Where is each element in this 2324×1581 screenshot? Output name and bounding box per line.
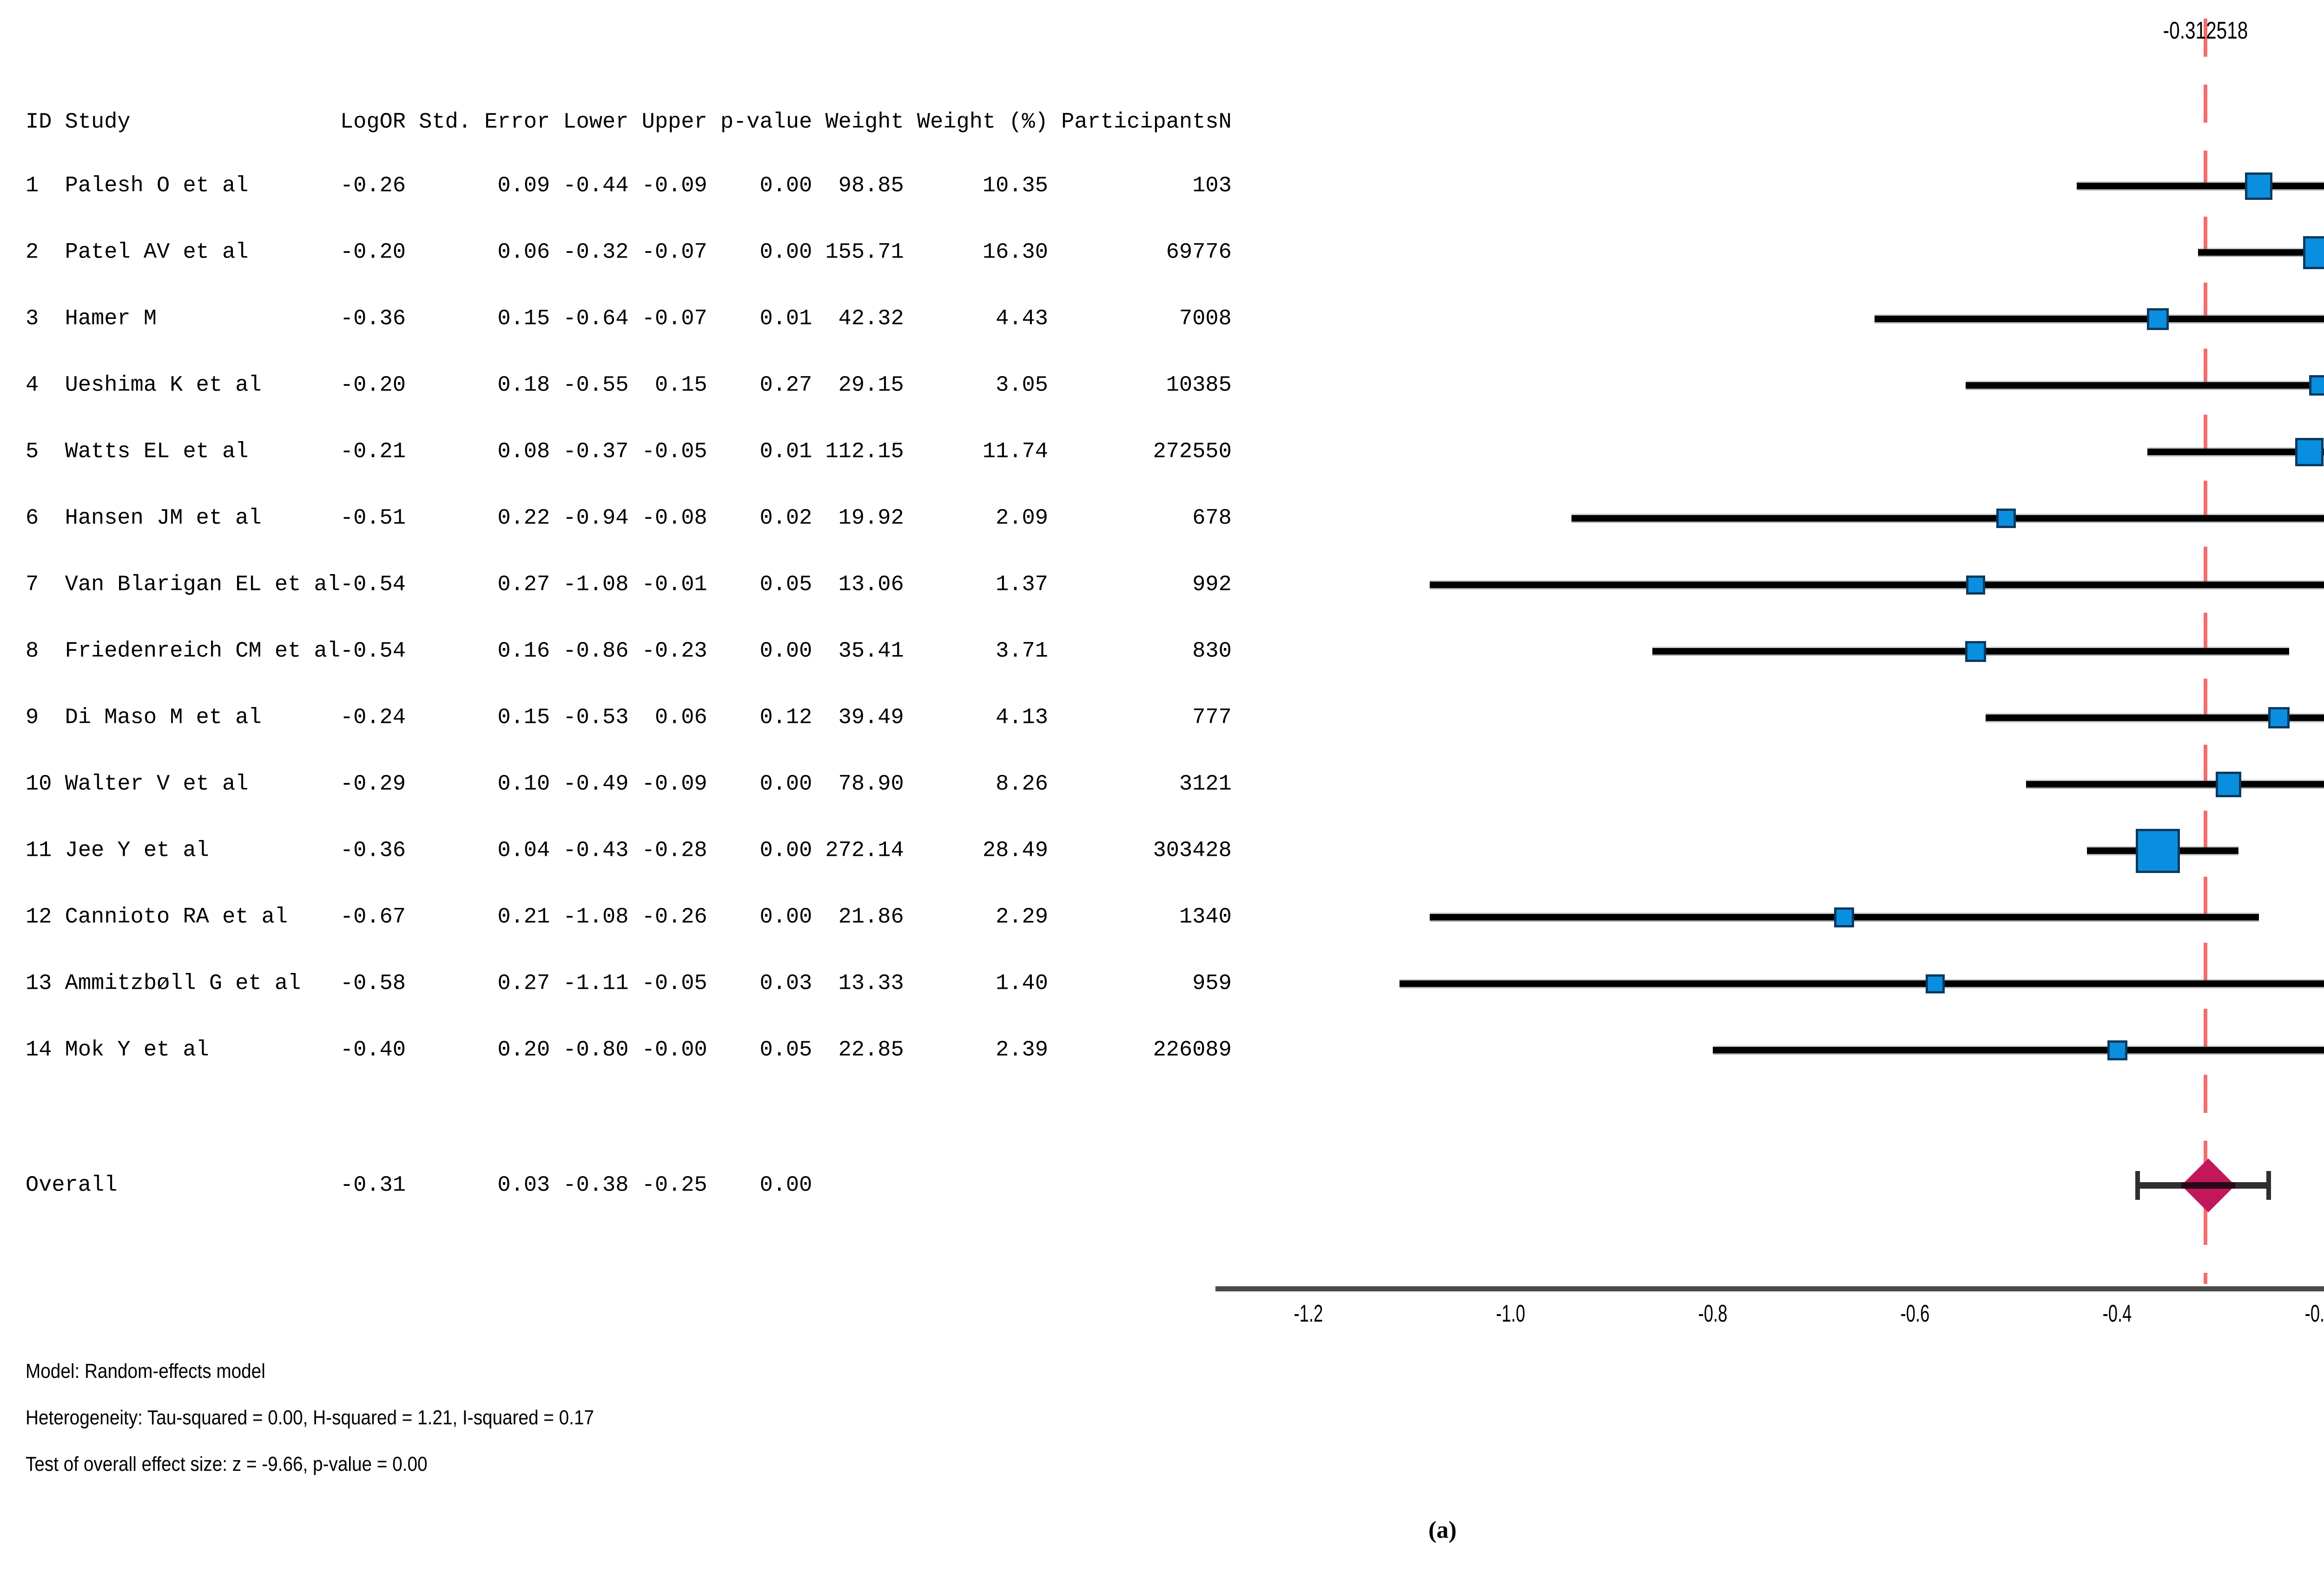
- table-row: 4 Ueshima K et al -0.20 0.18 -0.55 0.15 …: [26, 373, 1232, 398]
- ci-whisker: [2198, 249, 2324, 256]
- effect-size-square: [2147, 308, 2169, 330]
- effect-size-square: [1926, 974, 1945, 993]
- table-row: 10 Walter V et al -0.29 0.10 -0.49 -0.09…: [26, 772, 1232, 797]
- effect-size-square: [2295, 438, 2324, 466]
- table-row: 6 Hansen JM et al -0.51 0.22 -0.94 -0.08…: [26, 506, 1232, 531]
- table-row: 1 Palesh O et al -0.26 0.09 -0.44 -0.09 …: [26, 173, 1232, 198]
- table-header-row: ID Study LogOR Std. Error Lower Upper p-…: [26, 110, 1232, 135]
- panel-caption: (a): [1428, 1517, 1457, 1543]
- table-row: 7 Van Blarigan EL et al-0.54 0.27 -1.08 …: [26, 572, 1232, 597]
- ci-whisker: [1571, 515, 2324, 522]
- overall-estimate-value-label: -0.312518: [2163, 17, 2248, 44]
- ci-whisker: [1399, 980, 2324, 987]
- table-overall-row: Overall -0.31 0.03 -0.38 -0.25 0.00: [26, 1173, 812, 1198]
- table-row: 3 Hamer M -0.36 0.15 -0.64 -0.07 0.01 42…: [26, 306, 1232, 331]
- ci-whisker: [2147, 449, 2324, 455]
- table-row: 12 Cannioto RA et al -0.67 0.21 -1.08 -0…: [26, 905, 1232, 930]
- effect-size-square: [1966, 576, 1985, 595]
- ci-whisker: [2026, 781, 2324, 787]
- ci-whisker: [1986, 714, 2324, 721]
- effect-size-square: [1996, 509, 2016, 528]
- ci-whisker: [1430, 582, 2324, 588]
- x-tick-label: -0.2: [2304, 1300, 2324, 1327]
- overall-test-note-line: Test of overall effect size: z = -9.66, …: [26, 1453, 428, 1475]
- model-note-line: Model: Random-effects model: [26, 1360, 265, 1383]
- effect-size-square: [2107, 1040, 2127, 1060]
- table-row: 13 Ammitzbøll G et al -0.58 0.27 -1.11 -…: [26, 971, 1232, 996]
- overall-ci-endcap: [2266, 1171, 2271, 1200]
- effect-size-square: [2303, 236, 2324, 269]
- ci-whisker: [1875, 316, 2324, 322]
- table-row: 14 Mok Y et al -0.40 0.20 -0.80 -0.00 0.…: [26, 1038, 1232, 1063]
- table-row: 9 Di Maso M et al -0.24 0.15 -0.53 0.06 …: [26, 705, 1232, 730]
- table-row: 5 Watts EL et al -0.21 0.08 -0.37 -0.05 …: [26, 439, 1232, 464]
- ci-whisker: [2077, 183, 2324, 189]
- effect-size-square: [1965, 641, 1986, 662]
- effect-size-square: [2268, 707, 2290, 728]
- x-tick-label: -0.4: [2102, 1300, 2132, 1327]
- effect-size-square: [2216, 772, 2241, 797]
- effect-size-square: [1834, 907, 1854, 927]
- x-tick-label: -0.8: [1698, 1300, 1728, 1327]
- table-row: 2 Patel AV et al -0.20 0.06 -0.32 -0.07 …: [26, 240, 1232, 265]
- x-tick-label: -1.0: [1496, 1300, 1525, 1327]
- heterogeneity-note-line: Heterogeneity: Tau-squared = 0.00, H-squ…: [26, 1406, 594, 1429]
- overall-ci-whisker-overlap: [2181, 1182, 2235, 1189]
- table-row: 8 Friedenreich CM et al-0.54 0.16 -0.86 …: [26, 639, 1232, 664]
- x-tick-label: -1.2: [1294, 1300, 1323, 1327]
- ci-whisker: [1713, 1047, 2324, 1053]
- x-axis-line: [1215, 1286, 2324, 1291]
- model-notes: Model: Random-effects model Heterogeneit…: [26, 1348, 672, 1488]
- overall-ci-endcap: [2135, 1171, 2140, 1200]
- effect-size-square: [2309, 375, 2324, 396]
- x-tick-label: -0.6: [1900, 1300, 1930, 1327]
- ci-whisker: [1965, 382, 2324, 389]
- effect-size-square: [2136, 829, 2180, 873]
- effect-size-square: [2245, 172, 2272, 200]
- table-row: 11 Jee Y et al -0.36 0.04 -0.43 -0.28 0.…: [26, 838, 1232, 863]
